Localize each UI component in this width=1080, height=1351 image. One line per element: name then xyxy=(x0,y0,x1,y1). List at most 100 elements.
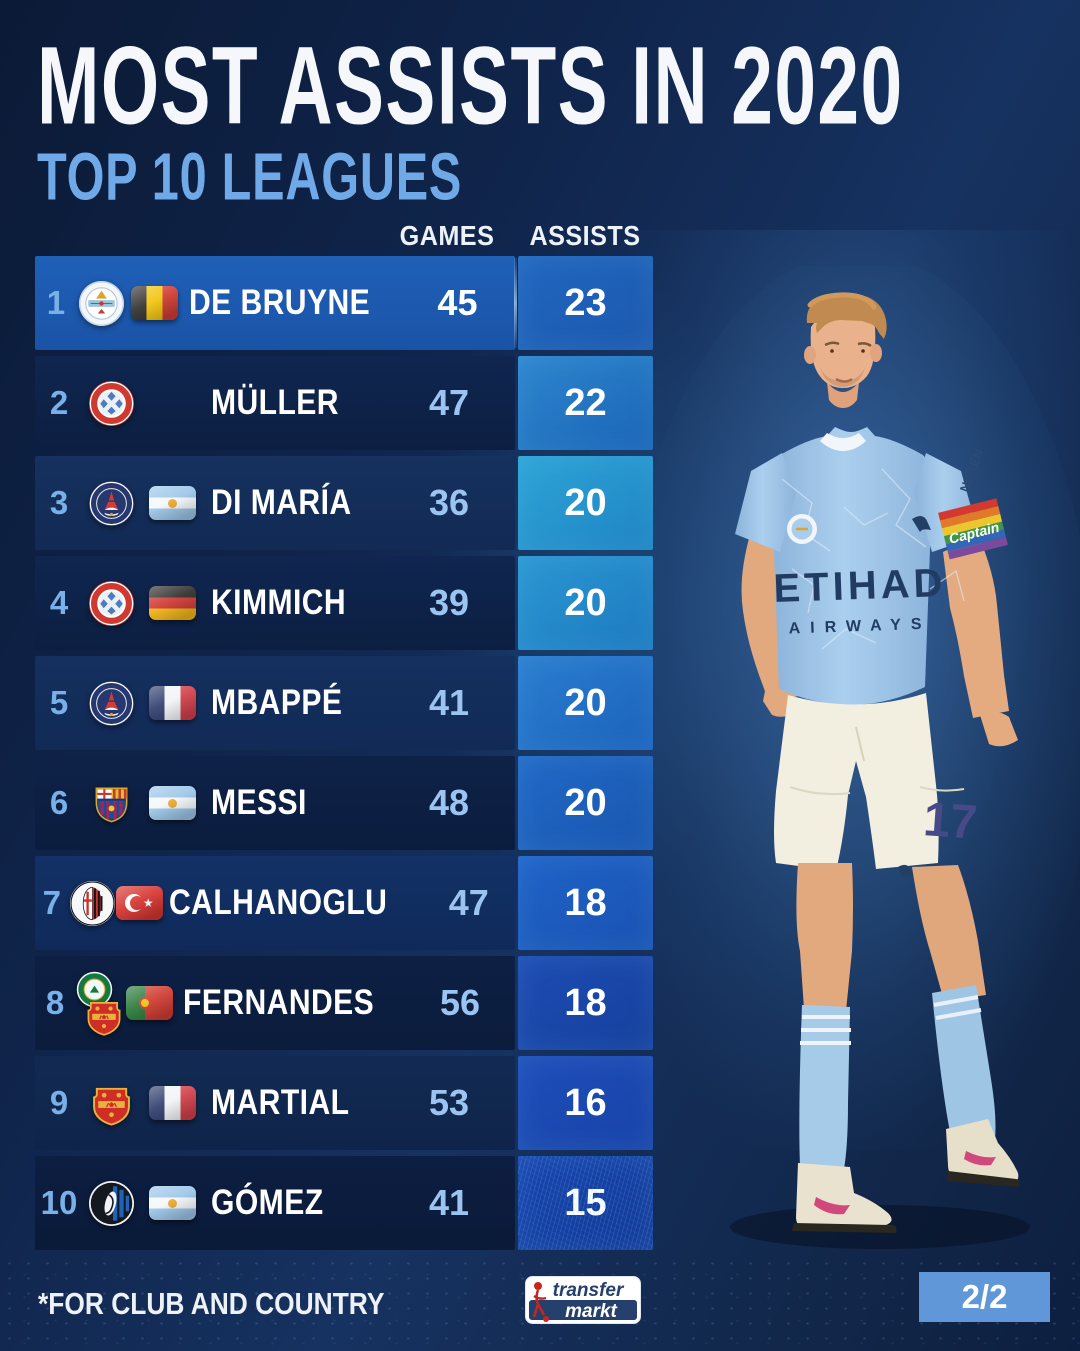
flag-gloss xyxy=(115,886,163,920)
logo-text-bottom: markt xyxy=(565,1301,617,1322)
club-badge-atalanta-icon xyxy=(88,1180,135,1227)
rank-number: 3 xyxy=(49,484,69,521)
player-name: DE BRUYNE xyxy=(189,283,371,322)
club-badge xyxy=(83,1056,139,1150)
flag-france-icon xyxy=(148,1086,196,1120)
table-row: 6 MESSI 48 20 xyxy=(35,756,653,850)
rank-number: 1 xyxy=(46,284,66,321)
player-name: MBAPPÉ xyxy=(211,683,343,722)
nation-flag xyxy=(139,1186,205,1220)
games-value: 41 xyxy=(428,682,470,723)
assists-table: 1 DE BRUYNE 45 23 2 MÜLLER 47 22 3 DI MARÍA 36 20 4 K… xyxy=(35,256,653,1256)
games-value: 45 xyxy=(437,282,478,323)
flag-gloss xyxy=(125,986,173,1020)
assists-value: 18 xyxy=(518,956,653,1050)
rank-number: 5 xyxy=(49,684,69,721)
assists-value: 15 xyxy=(518,1156,653,1250)
games-value: 39 xyxy=(428,582,470,623)
club-badge-manchester-city-icon xyxy=(78,280,125,327)
assists-value: 20 xyxy=(518,656,653,750)
assists-value: 20 xyxy=(518,456,653,550)
games-value: 48 xyxy=(428,782,470,823)
rank-number: 7 xyxy=(42,884,61,921)
flag-france-icon xyxy=(148,686,196,720)
club-badge-psg-icon xyxy=(88,680,135,727)
table-row: 2 MÜLLER 47 22 xyxy=(35,356,653,450)
player-name: FERNANDES xyxy=(182,983,374,1022)
club-badge xyxy=(83,1156,139,1250)
logo-runner-icon xyxy=(532,1282,549,1322)
column-header-assists: ASSISTS xyxy=(529,220,641,251)
rank-number: 10 xyxy=(40,1184,78,1221)
assists-value: 16 xyxy=(518,1056,653,1150)
page-subtitle: TOP 10 LEAGUES xyxy=(37,139,463,214)
games-value: 36 xyxy=(428,482,470,523)
flag-gloss xyxy=(148,1186,196,1220)
rank-number: 6 xyxy=(49,784,69,821)
rank-number: 9 xyxy=(49,1084,69,1121)
player-row-main: 8 FERNANDES 56 xyxy=(35,956,515,1050)
club-badge xyxy=(83,556,139,650)
player-row-main: 5 MBAPPÉ 41 xyxy=(35,656,515,750)
assists-value: 20 xyxy=(518,556,653,650)
player-row-main: 3 DI MARÍA 36 xyxy=(35,456,515,550)
games-value: 56 xyxy=(439,982,481,1023)
player-row-main: 7 ★CALHANOGLU 47 xyxy=(35,856,515,950)
club-badge xyxy=(83,356,139,450)
player-name: MÜLLER xyxy=(211,383,339,422)
logo-text-top: transfer xyxy=(553,1280,625,1301)
flag-gloss xyxy=(148,686,196,720)
club-badge xyxy=(69,856,116,950)
player-row-main: 1 DE BRUYNE 45 xyxy=(35,256,515,350)
player-name: DI MARÍA xyxy=(211,483,352,522)
club-badge-ac-milan-icon xyxy=(69,880,116,927)
club-badge xyxy=(83,456,139,550)
footnote: *FOR CLUB AND COUNTRY xyxy=(38,1286,385,1321)
flag-argentina-icon xyxy=(148,486,196,520)
assists-value: 20 xyxy=(518,756,653,850)
table-row: 10 GÓMEZ 41 15 xyxy=(35,1156,653,1250)
flag-argentina-icon xyxy=(148,786,196,820)
player-photo: ETIHAD AIRWAYS NEXEN Captain 17 xyxy=(630,266,1080,1258)
nation-flag xyxy=(139,586,205,620)
table-row: 9 MARTIAL 53 16 xyxy=(35,1056,653,1150)
player-photo-illustration: ETIHAD AIRWAYS NEXEN Captain 17 xyxy=(630,266,1080,1249)
flag-gloss xyxy=(148,786,196,820)
nation-flag: ★ xyxy=(115,886,163,920)
flag-turkey-icon: ★ xyxy=(115,886,163,920)
player-name: MARTIAL xyxy=(211,1083,350,1122)
table-row: 5 MBAPPÉ 41 20 xyxy=(35,656,653,750)
club-badge xyxy=(83,756,139,850)
nation-flag xyxy=(139,486,205,520)
flag-belgium-icon xyxy=(130,286,178,320)
table-row: 7 ★CALHANOGLU 47 18 xyxy=(35,856,653,950)
club-badge xyxy=(75,956,122,1050)
flag-gloss xyxy=(148,586,196,620)
flag-germany-icon xyxy=(148,586,196,620)
table-row: 1 DE BRUYNE 45 23 xyxy=(35,256,653,350)
player-name: MESSI xyxy=(211,783,307,822)
player-row-main: 10 GÓMEZ 41 xyxy=(35,1156,515,1250)
jersey-sponsor-text: ETIHAD xyxy=(773,561,947,611)
club-badge-bayern-munich-icon xyxy=(88,580,135,627)
shorts-number: 17 xyxy=(922,793,979,850)
flag-gloss xyxy=(148,1086,196,1120)
games-value: 47 xyxy=(448,882,489,923)
column-header-games: GAMES xyxy=(399,220,495,251)
player-name: KIMMICH xyxy=(211,583,347,622)
club-badge-manchester-united-icon xyxy=(88,1080,135,1127)
club-badge-bayern-munich-icon xyxy=(88,380,135,427)
player-name: CALHANOGLU xyxy=(168,883,387,922)
player-row-main: 2 MÜLLER 47 xyxy=(35,356,515,450)
assists-value: 23 xyxy=(518,256,653,350)
transfermarkt-logo: transfer markt xyxy=(524,1275,642,1325)
games-value: 41 xyxy=(428,1182,470,1223)
club-badge-sporting-cp-icon xyxy=(76,971,113,1008)
assists-value: 18 xyxy=(518,856,653,950)
rank-number: 2 xyxy=(49,384,69,421)
flag-portugal-icon xyxy=(125,986,173,1020)
table-row: 8 FERNANDES 56 18 xyxy=(35,956,653,1050)
nation-flag xyxy=(126,286,184,320)
player-name: GÓMEZ xyxy=(211,1183,324,1222)
games-value: 47 xyxy=(428,382,470,423)
